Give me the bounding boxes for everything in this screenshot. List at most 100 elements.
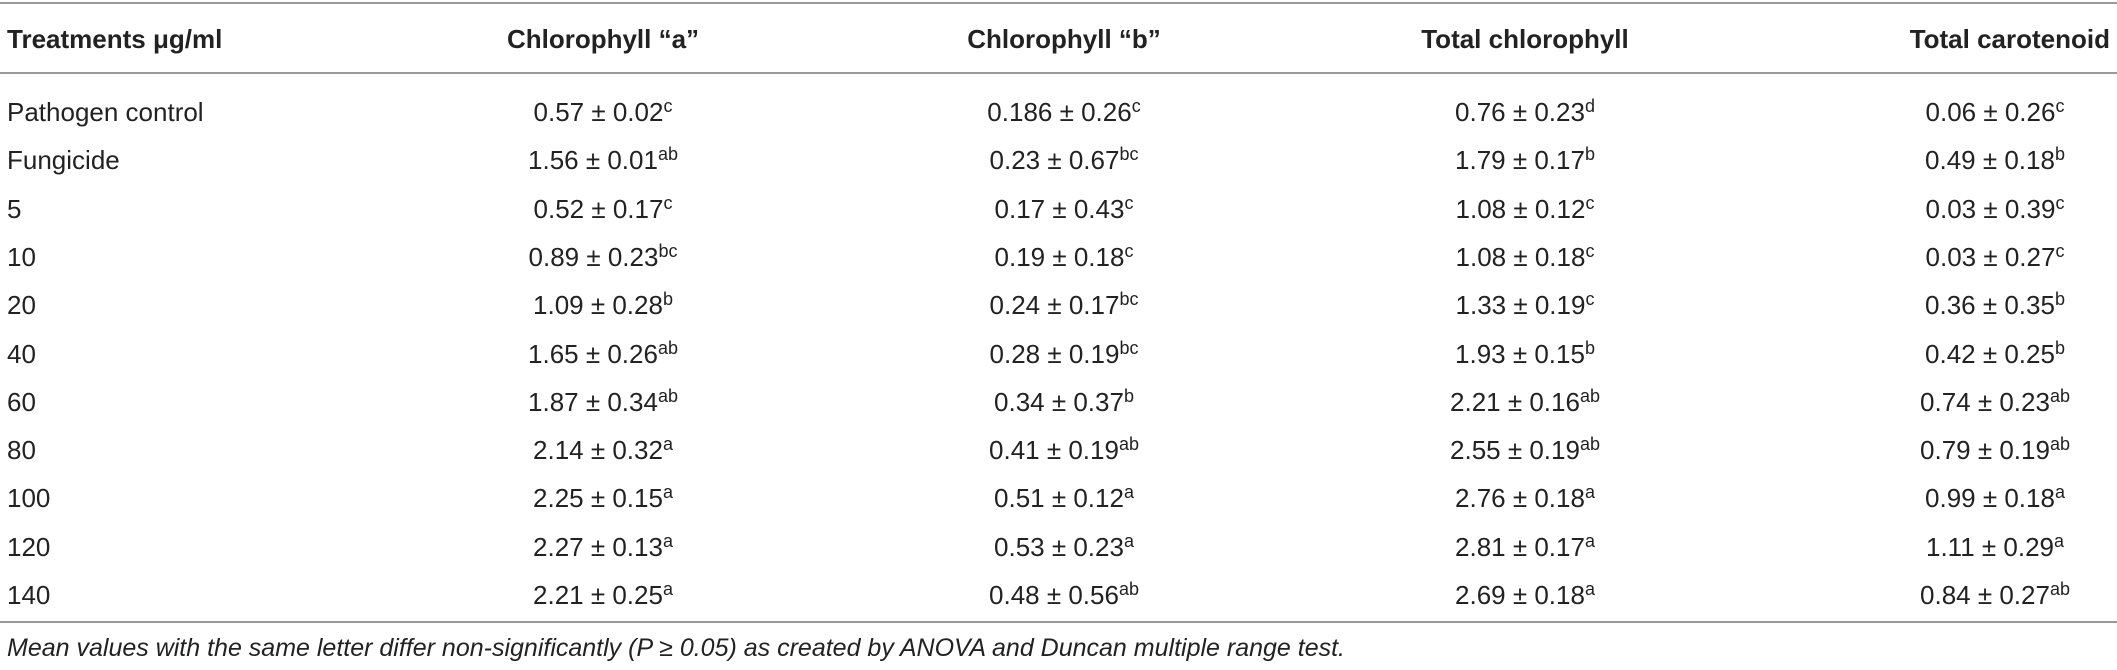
value-cell: 0.76 ± 0.23d (1455, 97, 1595, 127)
significance-letter: b (1584, 144, 1595, 165)
significance-letter: a (662, 579, 673, 599)
significance-letter: ab (657, 385, 678, 406)
value: 0.23 ± 0.67 (989, 145, 1120, 176)
significance-letter: ab (657, 337, 678, 358)
significance-letter: a (1123, 530, 1134, 551)
value-cell: 2.69 ± 0.18a (1455, 580, 1595, 610)
value-cell: 0.28 ± 0.19bc (990, 339, 1139, 369)
significance-letter: a (1123, 482, 1134, 503)
significance-letter: ab (657, 144, 678, 165)
value-cell: 0.48 ± 0.56ab (989, 580, 1139, 610)
significance-letter: b (1123, 385, 1134, 406)
value: 0.41 ± 0.19 (989, 435, 1119, 466)
value: 0.186 ± 0.26 (987, 97, 1132, 127)
value: 0.36 ± 0.35 (1925, 290, 2055, 321)
value: 2.14 ± 0.32 (533, 435, 663, 466)
value: 0.84 ± 0.27 (1920, 580, 2050, 610)
value: 2.27 ± 0.13 (533, 531, 663, 562)
significance-letter: c (1585, 240, 1595, 261)
significance-letter: a (1584, 482, 1595, 503)
value-cell: 2.21 ± 0.25a (533, 580, 673, 610)
significance-letter: b (662, 289, 673, 310)
value: 0.42 ± 0.25 (1925, 338, 2055, 369)
row-label: 80 (7, 435, 36, 466)
value: 2.55 ± 0.19 (1450, 435, 1580, 466)
value: 1.11 ± 0.29 (1925, 531, 2054, 562)
value: 0.24 ± 0.17 (989, 290, 1120, 321)
value-cell: 0.17 ± 0.43c (995, 194, 1134, 224)
significance-letter: a (662, 482, 673, 503)
significance-letter: a (1584, 579, 1595, 599)
row-label: 120 (7, 531, 51, 562)
value-cell: 1.11 ± 0.29a (1926, 532, 2064, 562)
significance-letter: ab (2049, 434, 2070, 455)
value-cell: 1.65 ± 0.26ab (528, 339, 678, 369)
significance-letter: a (2053, 530, 2065, 551)
value: 0.76 ± 0.23 (1455, 97, 1585, 127)
significance-letter: c (2055, 240, 2065, 261)
value: 2.81 ± 0.17 (1455, 531, 1585, 562)
value-cell: 0.53 ± 0.23a (994, 532, 1134, 562)
value-cell: 0.57 ± 0.02c (534, 97, 673, 127)
value-cell: 2.81 ± 0.17a (1455, 532, 1595, 562)
row-label: Pathogen control (7, 97, 204, 127)
bottom-rule (0, 621, 2117, 623)
significance-letter: ab (1579, 434, 1600, 455)
significance-letter: ab (1118, 579, 1139, 599)
row-label: 20 (7, 290, 36, 321)
value-cell: 1.33 ± 0.19c (1456, 290, 1595, 320)
value-cell: 0.79 ± 0.19ab (1920, 435, 2070, 465)
column-header: Total carotenoid (1909, 24, 2110, 54)
significance-letter: c (2055, 96, 2065, 116)
value-cell: 1.08 ± 0.18c (1456, 242, 1595, 272)
value-cell: 2.25 ± 0.15a (533, 483, 673, 513)
significance-letter: c (2055, 192, 2065, 213)
value-cell: 2.27 ± 0.13a (533, 532, 673, 562)
value: 1.56 ± 0.01 (528, 145, 658, 176)
value: 2.25 ± 0.15 (533, 483, 663, 514)
significance-letter: a (662, 434, 673, 455)
row-label: 140 (7, 580, 51, 610)
column-header: Chlorophyll “b” (967, 24, 1161, 54)
value: 0.48 ± 0.56 (989, 580, 1119, 610)
value: 0.03 ± 0.39 (1925, 193, 2056, 224)
value: 0.51 ± 0.12 (994, 483, 1124, 514)
row-label: 5 (7, 193, 22, 224)
value-cell: 0.99 ± 0.18a (1925, 483, 2065, 513)
value: 1.93 ± 0.15 (1455, 338, 1585, 369)
significance-letter: ab (1579, 385, 1600, 406)
significance-letter: a (662, 530, 673, 551)
value-cell: 0.42 ± 0.25b (1925, 339, 2065, 369)
value: 2.76 ± 0.18 (1455, 483, 1585, 514)
value: 1.09 ± 0.28 (533, 290, 663, 321)
significance-letter: c (1585, 192, 1595, 213)
value: 0.52 ± 0.17 (533, 193, 664, 224)
footnote: Mean values with the same letter differ … (7, 634, 1346, 662)
value-cell: 2.21 ± 0.16ab (1450, 387, 1600, 417)
significance-letter: a (1584, 530, 1595, 551)
value: 0.03 ± 0.27 (1925, 241, 2056, 272)
value: 0.06 ± 0.26 (1925, 97, 2056, 127)
value-cell: 0.84 ± 0.27ab (1920, 580, 2070, 610)
row-label: Fungicide (7, 145, 120, 176)
header-rule (0, 72, 2117, 74)
significance-letter: c (1585, 289, 1595, 310)
significance-letter: c (663, 96, 673, 116)
significance-letter: c (1124, 240, 1134, 261)
significance-letter: ab (2049, 385, 2070, 406)
significance-letter: d (1584, 96, 1595, 116)
value-cell: 0.34 ± 0.37b (994, 387, 1134, 417)
value: 0.89 ± 0.23 (528, 241, 659, 272)
value: 0.49 ± 0.18 (1925, 145, 2055, 176)
top-rule (0, 2, 2117, 4)
value-cell: 0.52 ± 0.17c (534, 194, 673, 224)
value: 0.99 ± 0.18 (1925, 483, 2055, 514)
value-cell: 1.93 ± 0.15b (1455, 339, 1595, 369)
value-cell: 0.49 ± 0.18b (1925, 145, 2065, 175)
value: 0.19 ± 0.18 (994, 241, 1125, 272)
significance-letter: b (2054, 337, 2065, 358)
row-label: 10 (7, 241, 36, 272)
column-header: Treatments μg/ml (7, 24, 223, 54)
value-cell: 1.87 ± 0.34ab (528, 387, 678, 417)
significance-letter: bc (1119, 144, 1139, 165)
